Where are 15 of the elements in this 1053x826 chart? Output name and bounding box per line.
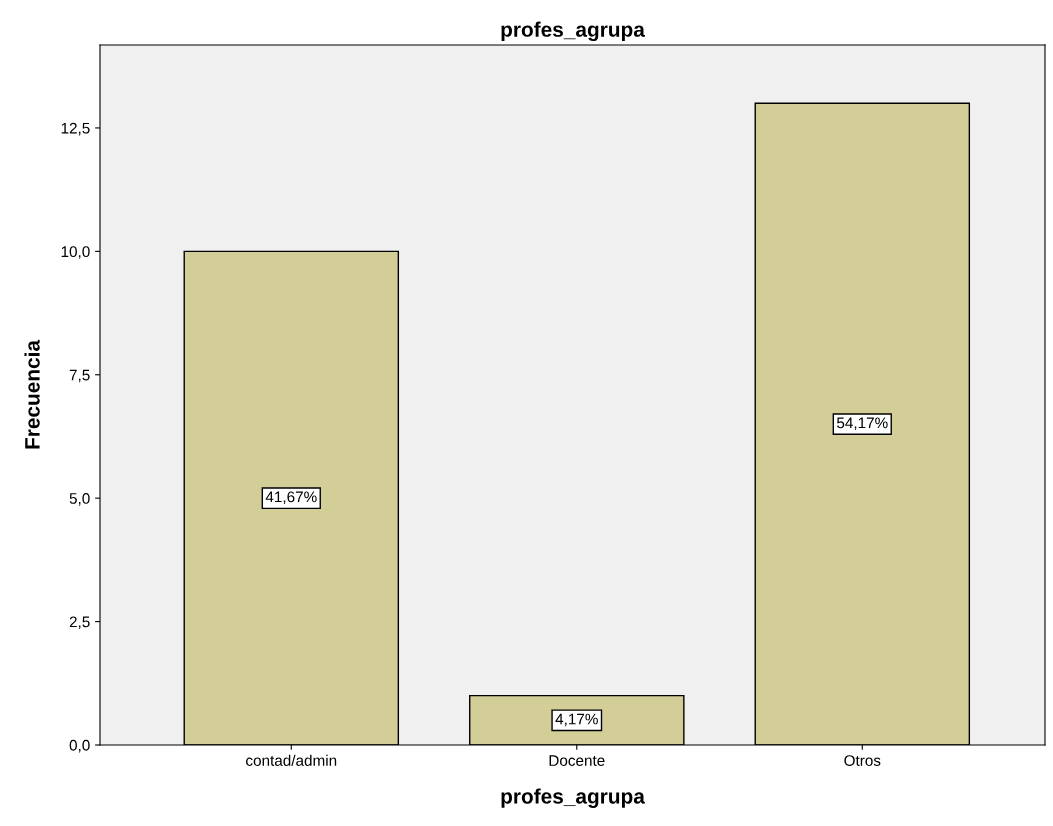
y-tick-label: 2,5 xyxy=(69,616,90,630)
y-tick-label: 5,0 xyxy=(69,493,90,506)
chart-title: profes_agrupa xyxy=(501,21,645,42)
y-tick-label: 0,0 xyxy=(69,739,90,753)
x-tick-label: Otros xyxy=(844,755,881,766)
y-axis-title: Frecuencia xyxy=(24,339,40,449)
x-tick-label: Docente xyxy=(549,755,605,766)
annotation: 41,67% xyxy=(265,491,317,505)
y-tick-label: 12,5 xyxy=(61,122,90,136)
annotation: 4,17% xyxy=(555,713,598,727)
y-tick-label: 7,5 xyxy=(69,369,90,383)
annotation: 54,17% xyxy=(836,417,888,431)
y-tick-label: 10,0 xyxy=(61,246,90,259)
x-tick-label: contad/admin xyxy=(246,754,337,766)
x-axis-title: profes_agrupa xyxy=(501,788,645,808)
